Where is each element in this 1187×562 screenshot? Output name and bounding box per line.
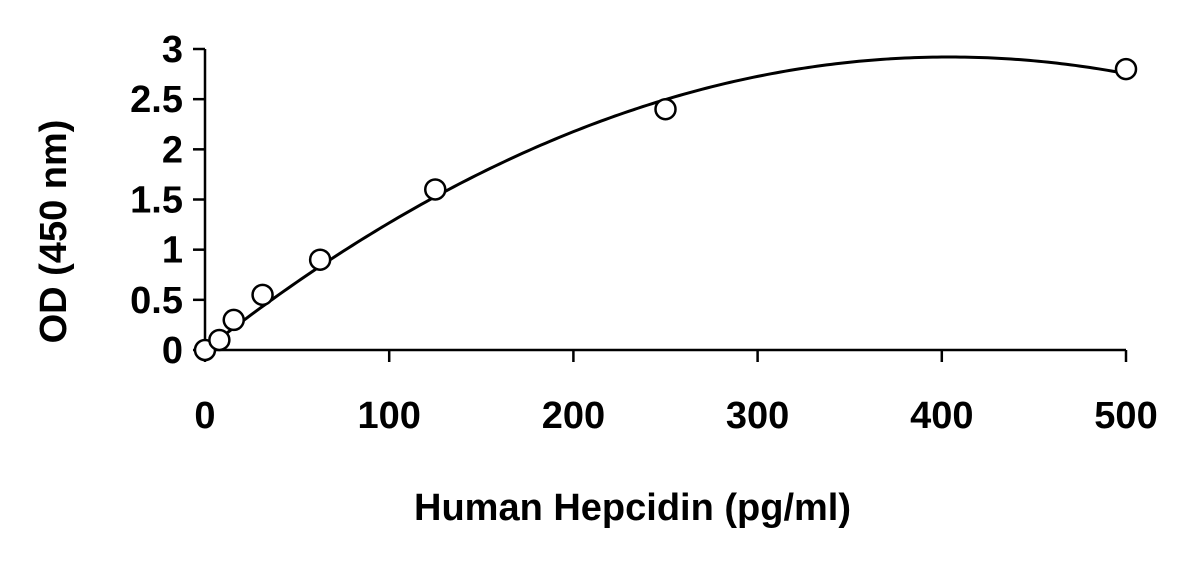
data-point [1114,57,1138,81]
data-point [222,308,245,332]
y-tick-label: 3 [162,29,183,71]
y-tick-label: 0 [162,330,183,372]
data-point [251,283,274,307]
data-point [208,328,231,352]
x-tick-label: 400 [910,395,973,437]
data-points [193,57,1138,362]
data-point [308,248,332,271]
x-ticks: 0 100 200 300 400 500 [194,350,1158,437]
y-axis-title: OD (450 nm) [33,120,75,344]
axes [203,49,1126,352]
x-axis-title: Human Hepcidin (pg/ml) [414,487,851,529]
x-tick-label: 300 [726,395,789,437]
x-tick-label: 100 [357,395,420,437]
y-tick-label: 1 [162,230,183,272]
y-tick-label: 1.5 [130,180,183,222]
y-ticks: 0 0.5 1 1.5 2 2.5 3 [130,29,205,372]
y-tick-label: 2.5 [130,79,183,121]
x-tick-label: 0 [194,395,215,437]
data-point [654,97,677,121]
x-tick-label: 500 [1094,395,1157,437]
x-tick-label: 200 [542,395,605,437]
y-tick-label: 0.5 [130,280,183,322]
data-point [424,178,447,201]
y-tick-label: 2 [162,129,183,171]
